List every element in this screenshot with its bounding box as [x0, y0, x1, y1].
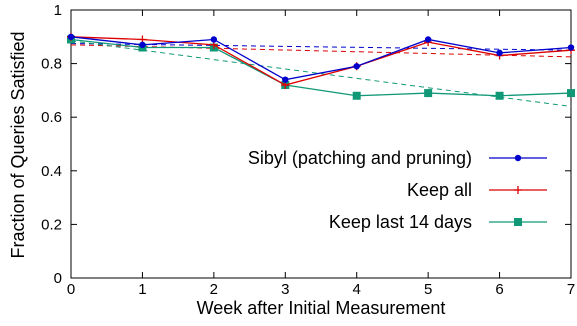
- data-point: [496, 49, 503, 57]
- series-line: [70, 38, 572, 97]
- trend-line: [70, 44, 572, 58]
- x-axis-title: Week after Initial Measurement: [197, 298, 446, 318]
- y-axis-title: Fraction of Queries Satisfied: [8, 31, 28, 258]
- data-point: [567, 44, 575, 51]
- plot-frame: [70, 9, 572, 279]
- x-tick-label: 2: [210, 281, 218, 298]
- data-point: [282, 76, 289, 83]
- data-point: [67, 33, 75, 40]
- series-lines: [67, 32, 575, 100]
- trend-lines: [70, 40, 572, 107]
- x-tick-label: 1: [138, 281, 146, 298]
- legend: Sibyl (patching and pruning) Keep all Keep…: [248, 148, 547, 232]
- data-point: [567, 89, 575, 98]
- data-point: [352, 91, 361, 100]
- legend-label: Sibyl (patching and pruning): [248, 148, 472, 168]
- trend-line: [70, 40, 572, 107]
- data-point: [514, 154, 522, 162]
- data-point: [353, 63, 360, 70]
- series-group: [67, 33, 575, 83]
- x-tick-label: 7: [567, 281, 575, 298]
- x-tick-label: 0: [67, 281, 75, 298]
- series-line: [70, 36, 572, 81]
- data-point: [495, 91, 504, 100]
- y-tick-label: 0.8: [41, 56, 62, 73]
- y-tick-label: 0: [54, 270, 62, 287]
- legend-label: Keep last 14 days: [329, 212, 472, 232]
- data-point: [424, 89, 433, 98]
- data-point: [424, 36, 432, 43]
- x-tick-label: 3: [281, 281, 289, 298]
- y-tick-label: 1: [54, 2, 62, 19]
- series-line: [70, 36, 572, 86]
- data-point: [514, 218, 522, 226]
- data-point: [514, 186, 522, 194]
- data-point: [139, 41, 146, 49]
- series-group: [67, 32, 575, 90]
- data-point: [210, 36, 218, 43]
- x-tick-label: 6: [495, 281, 503, 298]
- x-tick-label: 5: [424, 281, 432, 298]
- trend-line: [70, 43, 572, 51]
- y-tick-label: 0.4: [41, 163, 62, 180]
- y-axis-title-group: Fraction of Queries Satisfied: [8, 31, 28, 258]
- legend-label: Keep all: [407, 180, 472, 200]
- y-tick-label: 0.2: [41, 216, 62, 233]
- x-tick-label: 4: [353, 281, 361, 298]
- y-tick-label: 0.6: [41, 109, 62, 126]
- axis-ticks: 0 1 2 3 4 5 6 7 0 0.2 0.4 0.6 0.8 1: [41, 2, 575, 298]
